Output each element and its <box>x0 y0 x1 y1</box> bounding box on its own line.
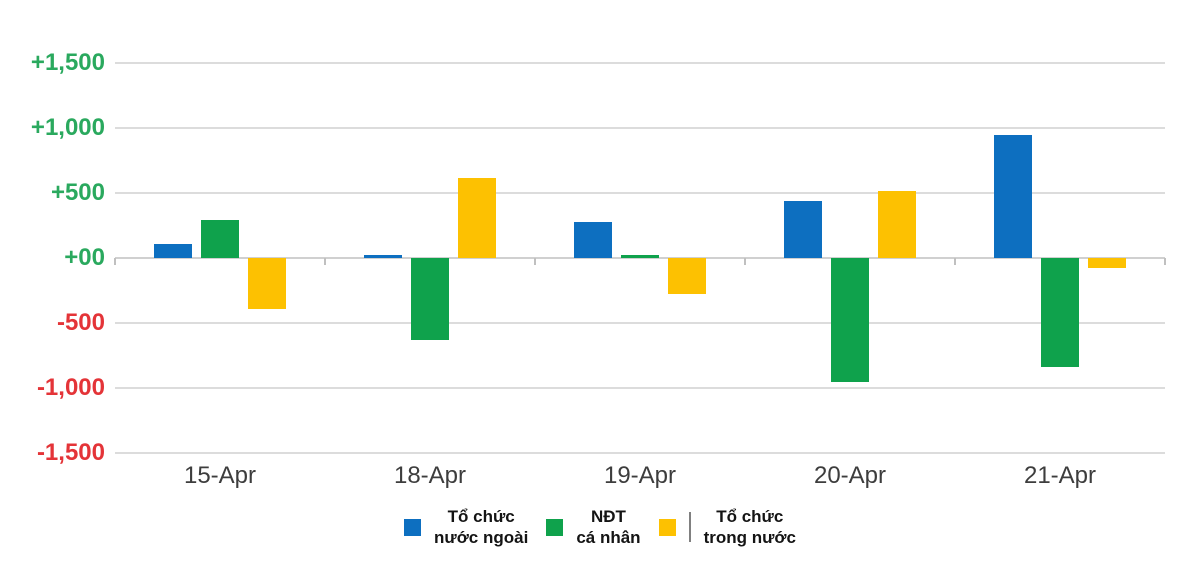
legend-swatch-icon <box>658 518 676 536</box>
bar-19-Apr-series0 <box>574 222 612 258</box>
gridline <box>115 62 1165 64</box>
bar-15-Apr-series1 <box>201 220 239 258</box>
x-tick-label: 18-Apr <box>393 462 467 489</box>
legend-label-line: Tổ chức <box>447 507 515 526</box>
bar-21-Apr-series1 <box>1041 258 1079 367</box>
bar-19-Apr-series1 <box>621 254 659 258</box>
gridline <box>115 387 1165 389</box>
bar-20-Apr-series1 <box>831 258 869 382</box>
legend-label: NĐT cá nhân <box>576 506 640 548</box>
bar-20-Apr-series2 <box>878 191 916 258</box>
legend-item-series2: Tổ chức trong nước <box>658 506 796 548</box>
legend-divider <box>688 512 691 542</box>
bar-21-Apr-series0 <box>994 135 1032 258</box>
legend-swatch-icon <box>546 518 564 536</box>
legend-label: Tổ chức trong nước <box>704 506 796 548</box>
gridline <box>115 192 1165 194</box>
legend-label-line: NĐT <box>590 507 626 526</box>
axis-tick <box>534 258 536 265</box>
y-tick-label: +1,500 <box>30 49 105 76</box>
y-tick-label: +1,000 <box>30 114 105 141</box>
bar-21-Apr-series2 <box>1088 258 1126 268</box>
axis-tick <box>954 258 956 265</box>
y-tick-label: -1,000 <box>36 374 105 401</box>
bar-18-Apr-series2 <box>458 178 496 258</box>
legend-label: Tổ chức nước ngoài <box>434 506 528 548</box>
zero-axis-line <box>115 257 1165 259</box>
bar-20-Apr-series0 <box>784 200 822 258</box>
bar-18-Apr-series0 <box>364 254 402 258</box>
legend-item-series1: NĐT cá nhân <box>546 506 641 548</box>
legend-label-line: trong nước <box>703 528 796 547</box>
axis-tick <box>324 258 326 265</box>
bar-15-Apr-series2 <box>248 258 286 309</box>
legend-label-line: cá nhân <box>576 528 641 547</box>
x-tick-label: 21-Apr <box>1023 462 1097 489</box>
axis-tick <box>744 258 746 265</box>
y-tick-label: -500 <box>56 309 105 336</box>
legend-label-line: nước ngoài <box>434 528 529 547</box>
legend-label-line: Tổ chức <box>716 507 784 526</box>
x-tick-label: 20-Apr <box>813 462 887 489</box>
bar-15-Apr-series0 <box>154 243 192 258</box>
x-tick-label: 19-Apr <box>603 462 677 489</box>
bar-19-Apr-series2 <box>668 258 706 294</box>
y-tick-label: +00 <box>64 244 105 271</box>
gridline <box>115 322 1165 324</box>
legend-item-series0: Tổ chức nước ngoài <box>404 506 528 548</box>
y-tick-label: +500 <box>50 179 105 206</box>
bar-18-Apr-series1 <box>411 258 449 340</box>
axis-tick <box>1164 258 1166 265</box>
y-tick-label: -1,500 <box>36 439 105 466</box>
axis-tick <box>114 258 116 265</box>
gridline <box>115 452 1165 454</box>
x-tick-label: 15-Apr <box>183 462 257 489</box>
gridline <box>115 127 1165 129</box>
legend-swatch-icon <box>404 518 422 536</box>
legend: Tổ chức nước ngoài NĐT cá nhân Tổ chức trong … <box>0 506 1200 548</box>
